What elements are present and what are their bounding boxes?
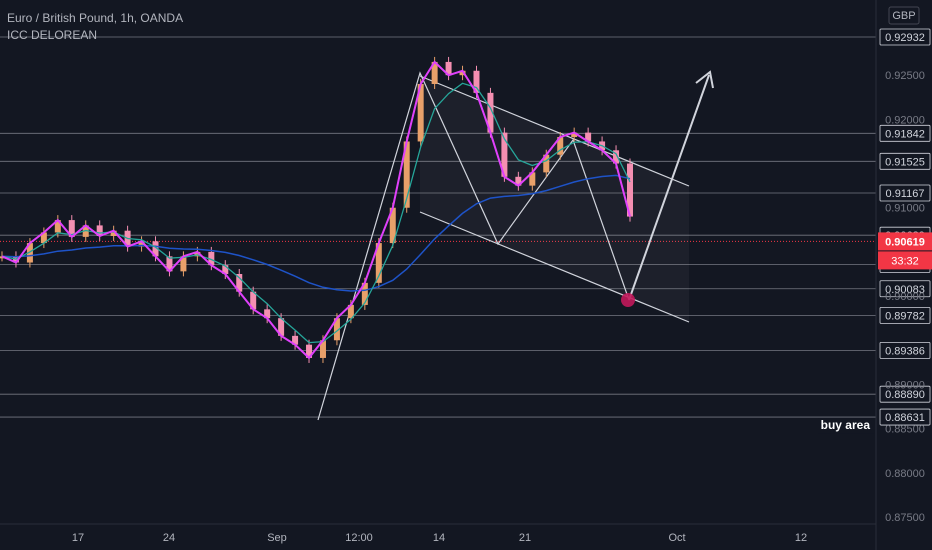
x-tick-label: Sep — [267, 532, 287, 544]
y-tick-label: 0.88000 — [885, 468, 925, 480]
annotation-bg — [818, 418, 874, 434]
candle-body — [333, 318, 340, 341]
candle-body — [292, 335, 299, 345]
target-arrow-line — [628, 74, 710, 301]
level-price-box — [879, 306, 931, 324]
candle-body — [319, 340, 326, 358]
level-price-label: 0.88890 — [885, 389, 925, 401]
level-price-box — [879, 152, 931, 170]
level-price-box — [879, 385, 931, 403]
level-price-label: 0.91167 — [886, 188, 925, 200]
x-tick-label: 21 — [519, 532, 531, 544]
candle-body — [431, 61, 438, 85]
y-tick-label: 0.92500 — [885, 70, 925, 82]
target-arrow-head — [695, 70, 714, 89]
candle-body — [222, 265, 229, 274]
x-tick-label: 14 — [433, 532, 445, 544]
candle-body — [250, 291, 257, 310]
candle-body — [54, 220, 61, 233]
x-tick-label: 24 — [163, 532, 175, 544]
candle-body — [194, 251, 201, 257]
currency-label: GBP — [892, 10, 915, 22]
wave-path — [317, 71, 630, 421]
candle-body — [96, 225, 103, 237]
buy-area-annotation: buy area — [821, 418, 871, 432]
y-tick-label: 0.90000 — [885, 291, 925, 303]
candle-body — [40, 232, 47, 244]
candle-body — [138, 241, 145, 247]
channel-fill — [420, 76, 689, 322]
candle-body — [627, 163, 633, 217]
level-price-label: 0.90083 — [885, 284, 925, 296]
currency-box — [888, 6, 920, 25]
entry-marker — [621, 293, 635, 307]
candle-body — [473, 70, 480, 93]
channel-lower-line — [419, 211, 690, 323]
level-price-label: 0.89782 — [885, 310, 925, 322]
candle-body — [571, 132, 578, 138]
level-price-box — [879, 28, 931, 46]
level-price-label: 0.89386 — [885, 345, 925, 357]
candle-body — [152, 241, 159, 257]
y-tick-label: 0.87500 — [885, 512, 925, 524]
current-price-label: 0.90619 — [885, 236, 925, 248]
symbol-title: Euro / British Pound, 1h, OANDA — [7, 11, 184, 25]
candle-body — [585, 132, 592, 142]
level-price-box — [879, 408, 931, 426]
y-tick-label: 0.91000 — [885, 203, 925, 215]
candle-body — [68, 220, 75, 237]
x-tick-label: 17 — [72, 532, 84, 544]
y-tick-label: 0.89000 — [885, 379, 925, 391]
price-axis-pane — [876, 0, 932, 550]
candle-body — [236, 274, 243, 292]
current-price-box — [878, 232, 932, 251]
level-price-label: 0.88631 — [885, 412, 925, 424]
chart-header: Euro / British Pound, 1h, OANDA ICC DELO… — [7, 10, 183, 44]
candle-body — [306, 344, 313, 358]
candle-body — [278, 318, 285, 336]
candle-body — [487, 92, 494, 133]
y-tick-label: 0.88500 — [885, 424, 925, 436]
countdown-box — [878, 251, 932, 270]
candle-body — [417, 84, 424, 142]
level-price-label: 0.91525 — [885, 156, 925, 168]
candle-body — [361, 282, 368, 305]
candle-body — [459, 70, 466, 76]
candle-body — [347, 304, 354, 319]
level-price-box — [879, 341, 931, 359]
level-price-box — [879, 280, 931, 298]
x-tick-label: Oct — [668, 532, 685, 544]
ema-slow-line — [1, 174, 631, 292]
level-price-label: 0.91842 — [885, 128, 925, 140]
y-tick-label: 0.92000 — [885, 114, 925, 126]
candle-body — [26, 243, 33, 263]
level-price-box — [879, 184, 931, 202]
candle-body — [166, 256, 173, 272]
candle-body — [501, 132, 508, 177]
candle-body — [445, 61, 452, 76]
candle-body — [264, 309, 271, 319]
price-line — [1, 60, 631, 360]
candle-body — [543, 154, 550, 173]
countdown-label: 33:32 — [891, 255, 919, 267]
channel-upper-line — [419, 75, 690, 187]
candle-body — [375, 243, 382, 283]
candle-body — [110, 230, 117, 237]
candle-body — [208, 251, 215, 266]
candle-body — [613, 150, 620, 164]
candle-body — [403, 141, 410, 208]
candle-body — [180, 256, 187, 272]
x-tick-label: 12 — [795, 532, 807, 544]
level-price-box — [879, 124, 931, 142]
indicator-name: ICC DELOREAN — [7, 28, 98, 42]
x-tick-label: 12:00 — [345, 532, 373, 544]
level-price-label: 0.92932 — [885, 32, 925, 44]
candle-body — [515, 176, 522, 186]
candle-body — [389, 207, 396, 244]
candle-body — [529, 172, 536, 186]
candle-body — [557, 137, 564, 155]
